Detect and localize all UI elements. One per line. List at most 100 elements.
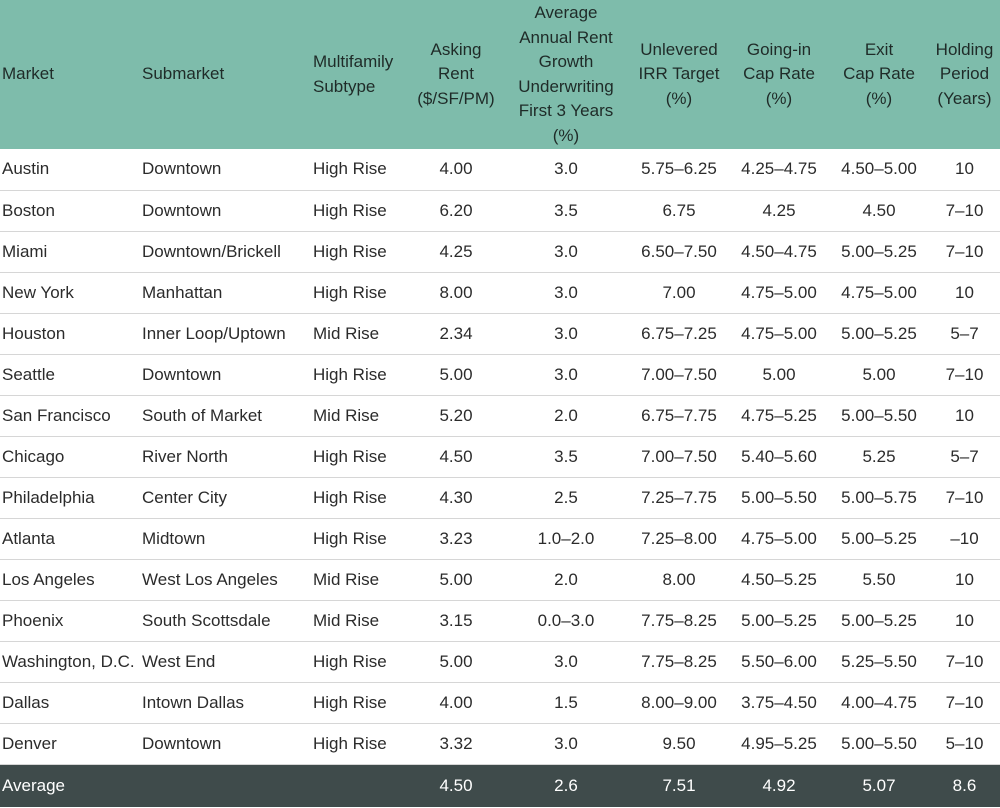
asking-rent-cell: 5.00	[439, 364, 473, 384]
going-in-cap-cell: 5.50–6.00	[741, 651, 817, 671]
header-exit-cap: Exit Cap Rate (%)	[843, 39, 915, 108]
going-in-cap-cell: 4.50–4.75	[741, 241, 817, 261]
exit-cap-cell: 5.00–5.50	[841, 733, 917, 753]
table-row: Boston Downtown High Rise 6.20 3.5 6.75 4.25 4.…	[0, 190, 1000, 231]
rent-growth-cell: 2.0	[554, 405, 578, 425]
exit-cap-cell: 5.50	[862, 569, 896, 589]
table-row: Seattle Downtown High Rise 5.00 3.0 7.00–7.50…	[0, 354, 1000, 395]
asking-rent-cell: 4.00	[439, 159, 473, 179]
going-in-cap-cell: 4.25–4.75	[741, 159, 817, 179]
going-in-cap-cell: 4.95–5.25	[741, 733, 817, 753]
average-holding-period: 8.6	[952, 775, 977, 795]
holding-period-cell: 7–10	[945, 200, 984, 220]
rent-growth-cell: 3.0	[554, 364, 578, 384]
table-row: Atlanta Midtown High Rise 3.23 1.0–2.0 7.25–8…	[0, 518, 1000, 559]
header-going-in-cap: Going-in Cap Rate (%)	[743, 39, 815, 108]
rent-growth-cell: 3.0	[554, 323, 578, 343]
submarket-cell: Downtown	[142, 200, 222, 220]
subtype-cell: High Rise	[313, 446, 387, 466]
market-cell: Phoenix	[2, 610, 64, 630]
market-cell: Los Angeles	[2, 569, 95, 589]
subtype-cell: High Rise	[313, 364, 387, 384]
submarket-cell: Downtown/Brickell	[142, 241, 281, 261]
asking-rent-cell: 5.00	[439, 651, 473, 671]
table-row: Phoenix South Scottsdale Mid Rise 3.15 0.0–3…	[0, 600, 1000, 641]
irr-target-cell: 9.50	[662, 733, 696, 753]
holding-period-cell: 5–7	[950, 446, 979, 466]
rent-growth-cell: 2.0	[554, 569, 578, 589]
rent-growth-cell: 1.5	[554, 692, 578, 712]
irr-target-cell: 6.75–7.25	[641, 323, 717, 343]
header-submarket: Submarket	[142, 64, 225, 84]
market-cell: New York	[2, 282, 74, 302]
irr-target-cell: 6.75	[662, 200, 696, 220]
submarket-cell: Manhattan	[142, 282, 223, 302]
average-label: Average	[2, 775, 66, 795]
market-cell: Houston	[2, 323, 66, 343]
submarket-cell: Downtown	[142, 364, 222, 384]
going-in-cap-cell: 4.50–5.25	[741, 569, 817, 589]
submarket-cell: Downtown	[142, 733, 222, 753]
rent-growth-cell: 3.0	[554, 241, 578, 261]
irr-target-cell: 7.00–7.50	[641, 364, 717, 384]
holding-period-cell: 10	[955, 159, 974, 179]
asking-rent-cell: 4.25	[439, 241, 473, 261]
holding-period-cell: 7–10	[945, 241, 984, 261]
average-exit-cap: 5.07	[862, 775, 896, 795]
holding-period-cell: 10	[955, 282, 974, 302]
subtype-cell: High Rise	[313, 733, 387, 753]
exit-cap-cell: 4.00–4.75	[841, 692, 917, 712]
rent-growth-cell: 3.5	[554, 446, 578, 466]
holding-period-cell: 10	[955, 405, 974, 425]
going-in-cap-cell: 5.00	[762, 364, 796, 384]
table-row: Los Angeles West Los Angeles Mid Rise 5.00 2…	[0, 559, 1000, 600]
rent-growth-cell: 3.5	[554, 200, 578, 220]
asking-rent-cell: 3.23	[439, 528, 473, 548]
asking-rent-cell: 4.30	[439, 487, 473, 507]
header-rent-growth: Average Annual Rent Growth Underwriting …	[518, 3, 614, 145]
irr-target-cell: 8.00–9.00	[641, 692, 717, 712]
rent-growth-cell: 1.0–2.0	[537, 528, 595, 548]
average-submarket	[140, 764, 311, 807]
subtype-cell: High Rise	[313, 651, 387, 671]
rent-growth-cell: 0.0–3.0	[537, 610, 595, 630]
irr-target-cell: 7.00	[662, 282, 696, 302]
market-cell: Washington, D.C.	[2, 651, 135, 671]
going-in-cap-cell: 4.75–5.25	[741, 405, 817, 425]
table-row: San Francisco South of Market Mid Rise 5.20…	[0, 395, 1000, 436]
market-cell: Miami	[2, 241, 48, 261]
exit-cap-cell: 4.50	[862, 200, 896, 220]
going-in-cap-cell: 4.75–5.00	[741, 323, 817, 343]
table-body: Austin Downtown High Rise 4.00 3.0 5.75–6.25 4…	[0, 149, 1000, 764]
header-market: Market	[2, 64, 54, 84]
irr-target-cell: 6.75–7.75	[641, 405, 717, 425]
submarket-cell: South Scottsdale	[142, 610, 271, 630]
irr-target-cell: 6.50–7.50	[641, 241, 717, 261]
market-cell: Dallas	[2, 692, 50, 712]
subtype-cell: High Rise	[313, 692, 387, 712]
average-irr-target: 7.51	[662, 775, 696, 795]
holding-period-cell: 7–10	[945, 692, 984, 712]
exit-cap-cell: 5.00	[862, 364, 896, 384]
asking-rent-cell: 3.32	[439, 733, 473, 753]
submarket-cell: River North	[142, 446, 228, 466]
exit-cap-cell: 5.00–5.75	[841, 487, 917, 507]
submarket-cell: Intown Dallas	[142, 692, 245, 712]
subtype-cell: High Rise	[313, 200, 387, 220]
holding-period-cell: 7–10	[945, 487, 984, 507]
market-cell: Philadelphia	[2, 487, 95, 507]
subtype-cell: Mid Rise	[313, 610, 380, 630]
table-row: Miami Downtown/Brickell High Rise 4.25 3.0 6.…	[0, 231, 1000, 272]
market-cell: Denver	[2, 733, 57, 753]
irr-target-cell: 7.00–7.50	[641, 446, 717, 466]
average-asking-rent: 4.50	[439, 775, 473, 795]
going-in-cap-cell: 4.75–5.00	[741, 528, 817, 548]
asking-rent-cell: 8.00	[439, 282, 473, 302]
submarket-cell: Midtown	[142, 528, 206, 548]
header-row: Market Submarket Multifamily Subtype Ask…	[0, 0, 1000, 149]
rent-growth-cell: 3.0	[554, 733, 578, 753]
average-row: Average 4.50 2.6 7.51 4.92 5.07 8.6	[0, 764, 1000, 807]
average-rent-growth: 2.6	[554, 775, 578, 795]
table-row: Philadelphia Center City High Rise 4.30 2.5 7…	[0, 477, 1000, 518]
asking-rent-cell: 2.34	[439, 323, 473, 343]
